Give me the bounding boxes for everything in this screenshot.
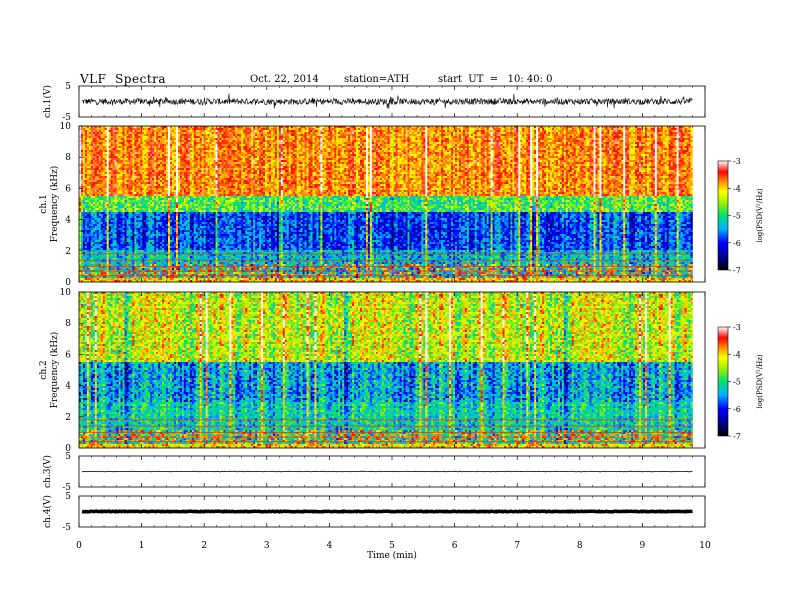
x-tick-label: 5 xyxy=(389,541,395,551)
x-tick-label: 7 xyxy=(514,541,520,551)
y-axis-label: ch.1(V) xyxy=(42,85,53,118)
x-tick-label: 4 xyxy=(327,541,333,551)
y-tick-label: 6 xyxy=(65,184,71,194)
y-tick-label: 4 xyxy=(65,382,71,392)
colorbar xyxy=(718,161,728,270)
colorbar-tick-label: -5 xyxy=(733,378,741,387)
spectrogram-ch1-spectrogram xyxy=(79,126,693,282)
x-tick-label: 3 xyxy=(264,541,270,551)
y-tick-label: 8 xyxy=(65,319,71,329)
waveform-line xyxy=(82,471,693,472)
panel-channel-label: ch.2 xyxy=(39,360,49,379)
y-axis-label: ch.4(V) xyxy=(42,495,53,528)
colorbar-label: log(PSD(V²/Hz) xyxy=(756,354,764,409)
colorbar-tick-label: -6 xyxy=(733,239,741,248)
y-tick-label: 6 xyxy=(65,350,71,360)
x-tick-label: 8 xyxy=(577,541,583,551)
panel-channel-label: ch.1 xyxy=(39,194,49,213)
y-tick-label: 4 xyxy=(65,216,71,226)
x-axis-label: Time (min) xyxy=(367,550,417,561)
colorbar-tick-label: -4 xyxy=(733,350,741,359)
x-tick-label: 2 xyxy=(201,541,207,551)
y-tick-label: 2 xyxy=(65,413,71,423)
x-tick-label: 6 xyxy=(452,541,458,551)
y-tick-label: 2 xyxy=(65,247,71,257)
colorbar-tick-label: -5 xyxy=(733,212,741,221)
y-axis-label: Frequency (kHz) xyxy=(49,166,60,243)
spectrogram-ch2-spectrogram xyxy=(79,292,693,448)
waveform-line xyxy=(82,511,693,512)
colorbar-tick-label: -7 xyxy=(733,432,741,441)
x-tick-label: 0 xyxy=(76,541,82,551)
y-tick-label: 8 xyxy=(65,153,71,163)
y-tick-label: 5 xyxy=(65,82,71,92)
colorbar-tick-label: -3 xyxy=(733,157,741,166)
y-axis-label: Frequency (kHz) xyxy=(49,332,60,409)
x-tick-label: 9 xyxy=(640,541,646,551)
y-axis-label: ch.3(V) xyxy=(42,455,53,488)
colorbar-tick-label: -4 xyxy=(733,184,741,193)
y-tick-label: 10 xyxy=(60,288,72,298)
colorbar-tick-label: -3 xyxy=(733,323,741,332)
colorbar-tick-label: -6 xyxy=(733,405,741,414)
waveform-line xyxy=(82,94,693,109)
y-tick-label: 5 xyxy=(65,452,71,462)
colorbar xyxy=(718,327,728,436)
y-tick-label: 5 xyxy=(65,492,71,502)
x-tick-label: 1 xyxy=(139,541,145,551)
y-tick-label: 10 xyxy=(60,122,72,132)
y-tick-label: 0 xyxy=(65,278,71,288)
colorbar-tick-label: -7 xyxy=(733,266,741,275)
y-tick-label: -5 xyxy=(62,523,71,533)
colorbar-label: log(PSD(V²/Hz) xyxy=(756,188,764,243)
x-tick-label: 10 xyxy=(699,541,711,551)
